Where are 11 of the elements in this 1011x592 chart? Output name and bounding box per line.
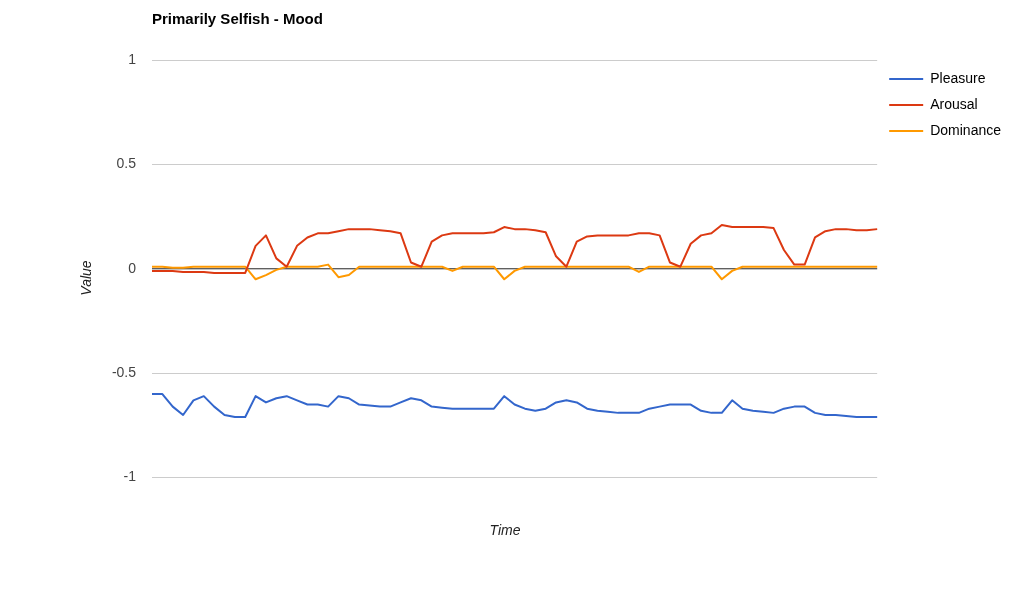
y-tick-label: -0.5	[111, 364, 137, 381]
y-tick-label: -1	[123, 468, 137, 485]
chart-title: Primarily Selfish - Mood	[152, 10, 323, 27]
y-tick-label: 0	[128, 259, 137, 276]
y-tick-label: 0.5	[116, 155, 137, 172]
y-tick-label: 1	[128, 50, 137, 67]
legend-label: Pleasure	[930, 69, 986, 86]
legend-label: Dominance	[930, 121, 1002, 138]
x-axis-title: Time	[488, 522, 522, 538]
y-axis-title: Value	[77, 260, 94, 296]
legend-label: Arousal	[930, 95, 978, 112]
